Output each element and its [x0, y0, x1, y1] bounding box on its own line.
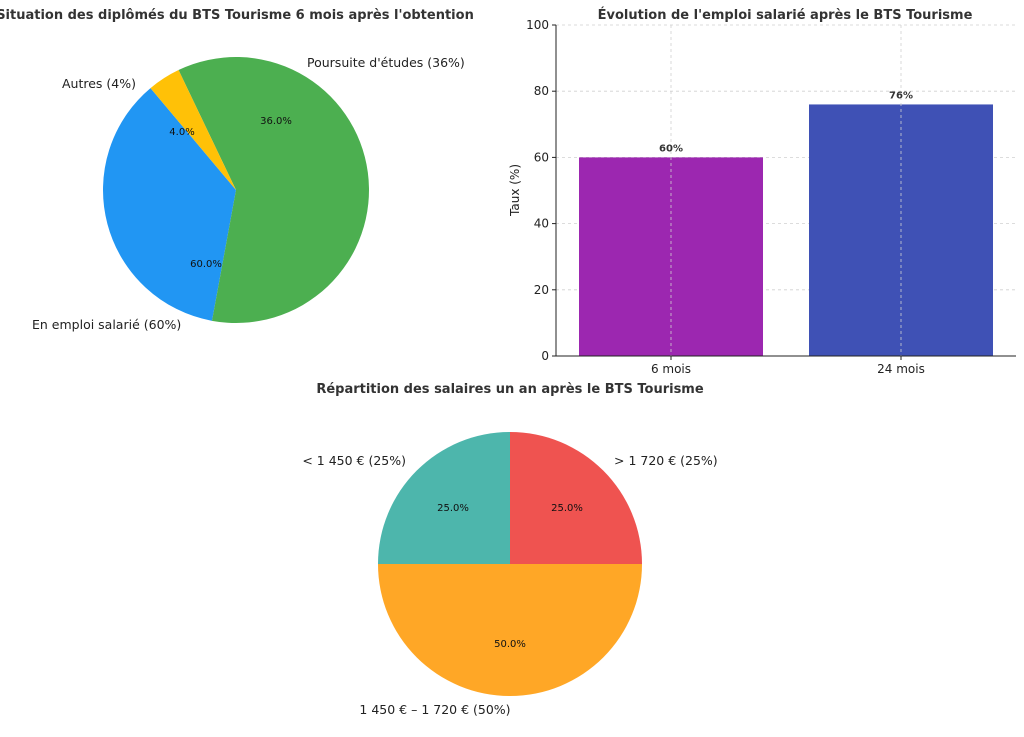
slice-label-mid: 1 450 € – 1 720 € (50%) [359, 702, 510, 717]
slice-pct-poursuite: 36.0% [260, 116, 292, 127]
bar-chart-evolution: Évolution de l'emploi salarié après le B… [508, 7, 1016, 376]
slice-label-high: > 1 720 € (25%) [614, 453, 718, 468]
y-tick-label: 20 [534, 283, 549, 297]
slice-pct-high: 25.0% [551, 503, 583, 514]
pie-chart-salaires: Répartition des salaires un an après le … [302, 382, 717, 717]
situation-slice-2 [150, 70, 236, 190]
slice-pct-emploi: 60.0% [190, 259, 222, 270]
slice-label-autres: Autres (4%) [62, 76, 136, 91]
situation-slice-1 [178, 57, 369, 324]
slice-label-low: < 1 450 € (25%) [302, 453, 406, 468]
y-axis-title: Taux (%) [508, 164, 522, 217]
y-tick-label: 80 [534, 84, 549, 98]
bar-value-label: 76% [889, 90, 913, 101]
chart-title-evolution: Évolution de l'emploi salarié après le B… [598, 7, 973, 23]
salaires-slice-0 [378, 432, 510, 564]
pie-chart-situation: Situation des diplômés du BTS Tourisme 6… [0, 8, 474, 332]
slice-pct-mid: 50.0% [494, 639, 526, 650]
salaires-slice-2 [510, 432, 642, 564]
slice-label-poursuite: Poursuite d'études (36%) [307, 55, 465, 70]
slice-label-emploi: En emploi salarié (60%) [32, 317, 181, 332]
salaires-slice-1 [378, 564, 642, 696]
bar-value-label: 60% [659, 143, 683, 154]
y-tick-label: 0 [541, 349, 549, 363]
chart-title-salaires: Répartition des salaires un an après le … [316, 382, 704, 397]
bar-0 [579, 157, 763, 356]
situation-slice-0 [103, 88, 236, 321]
x-tick-label: 6 mois [651, 362, 691, 376]
slice-pct-autres: 4.0% [169, 127, 194, 138]
x-tick-label: 24 mois [877, 362, 925, 376]
y-tick-label: 100 [526, 18, 549, 32]
y-tick-label: 40 [534, 217, 549, 231]
chart-title-situation: Situation des diplômés du BTS Tourisme 6… [0, 8, 474, 23]
y-tick-label: 60 [534, 150, 549, 164]
slice-pct-low: 25.0% [437, 503, 469, 514]
